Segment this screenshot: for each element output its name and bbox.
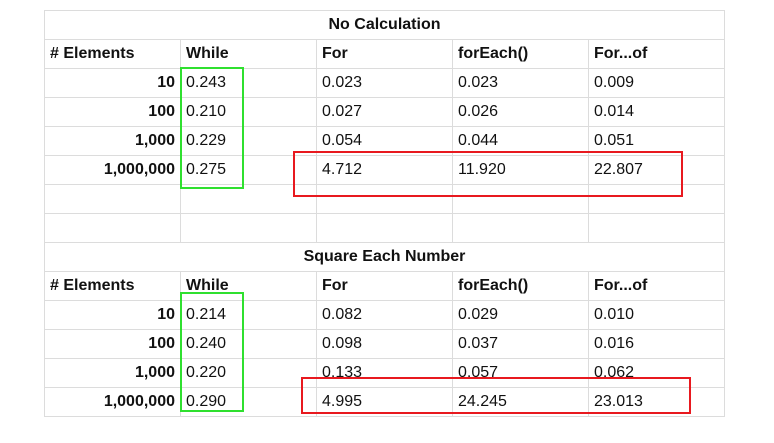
empty-cell[interactable] [180,184,317,214]
for-of-cell[interactable]: 0.062 [588,358,725,388]
empty-cell[interactable] [452,184,589,214]
table-row: 1,000,000 0.290 4.995 24.245 23.013 [44,387,725,417]
for-of-cell[interactable]: 0.051 [588,126,725,156]
foreach-cell[interactable]: 0.044 [452,126,589,156]
while-cell[interactable]: 0.240 [180,329,317,359]
header-for[interactable]: For [316,39,453,69]
foreach-cell[interactable]: 0.037 [452,329,589,359]
header-for-of[interactable]: For...of [588,271,725,301]
empty-row [44,213,725,243]
foreach-cell[interactable]: 0.023 [452,68,589,98]
table-row: 1,000 0.220 0.133 0.057 0.062 [44,358,725,388]
for-cell[interactable]: 0.098 [316,329,453,359]
elements-cell[interactable]: 1,000,000 [44,155,181,185]
elements-cell[interactable]: 1,000 [44,358,181,388]
header-while[interactable]: While [180,39,317,69]
for-cell[interactable]: 0.023 [316,68,453,98]
while-cell[interactable]: 0.214 [180,300,317,330]
for-cell[interactable]: 0.082 [316,300,453,330]
for-cell[interactable]: 0.054 [316,126,453,156]
for-of-cell[interactable]: 0.009 [588,68,725,98]
while-cell[interactable]: 0.229 [180,126,317,156]
header-for-of[interactable]: For...of [588,39,725,69]
while-cell[interactable]: 0.243 [180,68,317,98]
while-cell[interactable]: 0.210 [180,97,317,127]
header-elements[interactable]: # Elements [44,39,181,69]
foreach-cell[interactable]: 0.057 [452,358,589,388]
table-row: 1,000 0.229 0.054 0.044 0.051 [44,126,725,156]
empty-cell[interactable] [316,184,453,214]
elements-cell[interactable]: 100 [44,329,181,359]
foreach-cell[interactable]: 24.245 [452,387,589,417]
table-row: 10 0.214 0.082 0.029 0.010 [44,300,725,330]
table-row: 100 0.240 0.098 0.037 0.016 [44,329,725,359]
while-cell[interactable]: 0.290 [180,387,317,417]
for-cell[interactable]: 4.995 [316,387,453,417]
elements-cell[interactable]: 1,000,000 [44,387,181,417]
for-of-cell[interactable]: 23.013 [588,387,725,417]
foreach-cell[interactable]: 0.026 [452,97,589,127]
for-cell[interactable]: 4.712 [316,155,453,185]
section-title-no-calculation[interactable]: No Calculation [44,10,725,40]
empty-row [44,184,725,214]
while-cell[interactable]: 0.220 [180,358,317,388]
benchmark-spreadsheet: No Calculation # Elements While For forE… [44,10,725,417]
while-cell[interactable]: 0.275 [180,155,317,185]
for-cell[interactable]: 0.027 [316,97,453,127]
empty-cell[interactable] [44,184,181,214]
foreach-cell[interactable]: 0.029 [452,300,589,330]
elements-cell[interactable]: 10 [44,68,181,98]
for-of-cell[interactable]: 0.014 [588,97,725,127]
for-of-cell[interactable]: 0.010 [588,300,725,330]
for-cell[interactable]: 0.133 [316,358,453,388]
elements-cell[interactable]: 100 [44,97,181,127]
foreach-cell[interactable]: 11.920 [452,155,589,185]
empty-cell[interactable] [316,213,453,243]
empty-cell[interactable] [44,213,181,243]
table-row: 100 0.210 0.027 0.026 0.014 [44,97,725,127]
empty-cell[interactable] [588,213,725,243]
elements-cell[interactable]: 1,000 [44,126,181,156]
header-foreach[interactable]: forEach() [452,39,589,69]
table-row: 10 0.243 0.023 0.023 0.009 [44,68,725,98]
section-title-square-each-number[interactable]: Square Each Number [44,242,725,272]
empty-cell[interactable] [452,213,589,243]
header-elements[interactable]: # Elements [44,271,181,301]
elements-cell[interactable]: 10 [44,300,181,330]
for-of-cell[interactable]: 0.016 [588,329,725,359]
header-while[interactable]: While [180,271,317,301]
empty-cell[interactable] [588,184,725,214]
header-for[interactable]: For [316,271,453,301]
empty-cell[interactable] [180,213,317,243]
for-of-cell[interactable]: 22.807 [588,155,725,185]
table-row: 1,000,000 0.275 4.712 11.920 22.807 [44,155,725,185]
header-foreach[interactable]: forEach() [452,271,589,301]
